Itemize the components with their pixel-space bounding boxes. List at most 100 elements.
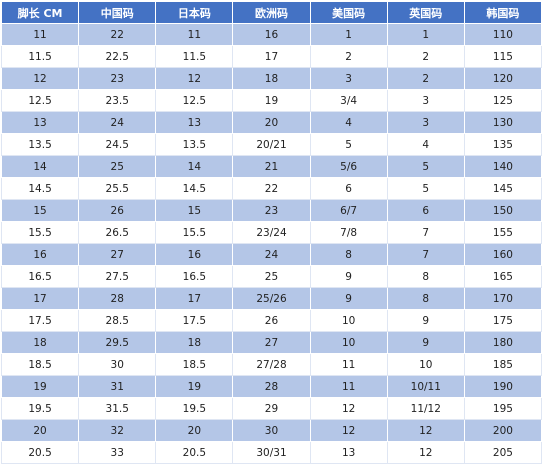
table-row: 11.5 22.5 11.5 17 2 2 115	[0, 45, 543, 68]
table-cell: 205	[463, 441, 543, 464]
table-cell: 115	[463, 45, 543, 68]
table-cell: 18	[155, 331, 234, 354]
table-cell: 30/31	[232, 441, 311, 464]
table-row: 19.5 31.5 19.5 29 12 11/12 195	[0, 397, 543, 420]
table-cell: 5/6	[309, 155, 388, 178]
table-cell: 10	[309, 331, 388, 354]
table-cell: 23	[232, 199, 311, 222]
table-cell: 12	[309, 397, 388, 420]
table-cell: 20	[0, 419, 80, 442]
table-cell: 6/7	[309, 199, 388, 222]
table-cell: 3	[386, 89, 465, 112]
table-cell: 26	[78, 199, 157, 222]
table-cell: 13	[155, 111, 234, 134]
table-cell: 24	[232, 243, 311, 266]
table-cell: 5	[309, 133, 388, 156]
table-cell: 4	[386, 133, 465, 156]
table-row: 19 31 19 28 11 10/11 190	[0, 375, 543, 398]
table-cell: 6	[386, 199, 465, 222]
table-cell: 5	[386, 155, 465, 178]
table-cell: 11	[309, 353, 388, 376]
table-cell: 18	[232, 67, 311, 90]
table-cell: 18	[0, 331, 80, 354]
table-cell: 185	[463, 353, 543, 376]
table-cell: 145	[463, 177, 543, 200]
table-cell: 11	[309, 375, 388, 398]
table-cell: 19	[0, 375, 80, 398]
table-cell: 12.5	[0, 89, 80, 112]
table-cell: 9	[309, 265, 388, 288]
table-cell: 3/4	[309, 89, 388, 112]
table-cell: 8	[386, 287, 465, 310]
table-cell: 11	[155, 23, 234, 46]
table-cell: 7/8	[309, 221, 388, 244]
table-cell: 120	[463, 67, 543, 90]
table-cell: 125	[463, 89, 543, 112]
table-cell: 17.5	[0, 309, 80, 332]
table-cell: 25/26	[232, 287, 311, 310]
header-cell: 日本码	[155, 1, 234, 24]
table-cell: 30	[78, 353, 157, 376]
table-cell: 14	[155, 155, 234, 178]
table-cell: 175	[463, 309, 543, 332]
table-cell: 8	[309, 243, 388, 266]
table-cell: 9	[386, 331, 465, 354]
table-cell: 22	[232, 177, 311, 200]
table-cell: 19	[155, 375, 234, 398]
table-row: 16.5 27.5 16.5 25 9 8 165	[0, 265, 543, 288]
table-cell: 20.5	[155, 441, 234, 464]
table-cell: 24.5	[78, 133, 157, 156]
table-cell: 20	[232, 111, 311, 134]
table-row: 15.5 26.5 15.5 23/24 7/8 7 155	[0, 221, 543, 244]
table-cell: 26.5	[78, 221, 157, 244]
table-cell: 12	[0, 67, 80, 90]
header-cell: 脚长 CM	[0, 1, 80, 24]
table-cell: 155	[463, 221, 543, 244]
table-cell: 12.5	[155, 89, 234, 112]
table-cell: 170	[463, 287, 543, 310]
table-cell: 16	[232, 23, 311, 46]
table-row: 20 32 20 30 12 12 200	[0, 419, 543, 442]
table-cell: 18.5	[155, 353, 234, 376]
table-cell: 200	[463, 419, 543, 442]
table-body: 11 22 11 16 1 1 110 11.5 22.5 11.5 17 2 2 115 12 23 12 18…	[0, 23, 543, 464]
table-cell: 26	[232, 309, 311, 332]
table-row: 12 23 12 18 3 2 120	[0, 67, 543, 90]
table-cell: 12	[386, 419, 465, 442]
table-row: 12.5 23.5 12.5 19 3/4 3 125	[0, 89, 543, 112]
table-row: 14.5 25.5 14.5 22 6 5 145	[0, 177, 543, 200]
table-cell: 2	[386, 45, 465, 68]
table-cell: 15	[155, 199, 234, 222]
table-cell: 20.5	[0, 441, 80, 464]
table-cell: 3	[309, 67, 388, 90]
table-cell: 9	[386, 309, 465, 332]
table-cell: 31.5	[78, 397, 157, 420]
table-cell: 140	[463, 155, 543, 178]
table-cell: 2	[386, 67, 465, 90]
table-cell: 29.5	[78, 331, 157, 354]
table-cell: 15.5	[0, 221, 80, 244]
table-cell: 165	[463, 265, 543, 288]
table-cell: 14	[0, 155, 80, 178]
table-cell: 180	[463, 331, 543, 354]
table-cell: 20/21	[232, 133, 311, 156]
table-cell: 13	[309, 441, 388, 464]
table-cell: 13.5	[0, 133, 80, 156]
table-cell: 22	[78, 23, 157, 46]
table-cell: 12	[386, 441, 465, 464]
table-cell: 160	[463, 243, 543, 266]
table-cell: 19.5	[155, 397, 234, 420]
table-cell: 130	[463, 111, 543, 134]
table-cell: 17.5	[155, 309, 234, 332]
header-cell: 美国码	[309, 1, 388, 24]
table-cell: 27.5	[78, 265, 157, 288]
table-cell: 150	[463, 199, 543, 222]
table-cell: 30	[232, 419, 311, 442]
table-cell: 28	[232, 375, 311, 398]
table-cell: 12	[309, 419, 388, 442]
table-cell: 190	[463, 375, 543, 398]
table-cell: 15	[0, 199, 80, 222]
table-cell: 195	[463, 397, 543, 420]
table-cell: 7	[386, 243, 465, 266]
